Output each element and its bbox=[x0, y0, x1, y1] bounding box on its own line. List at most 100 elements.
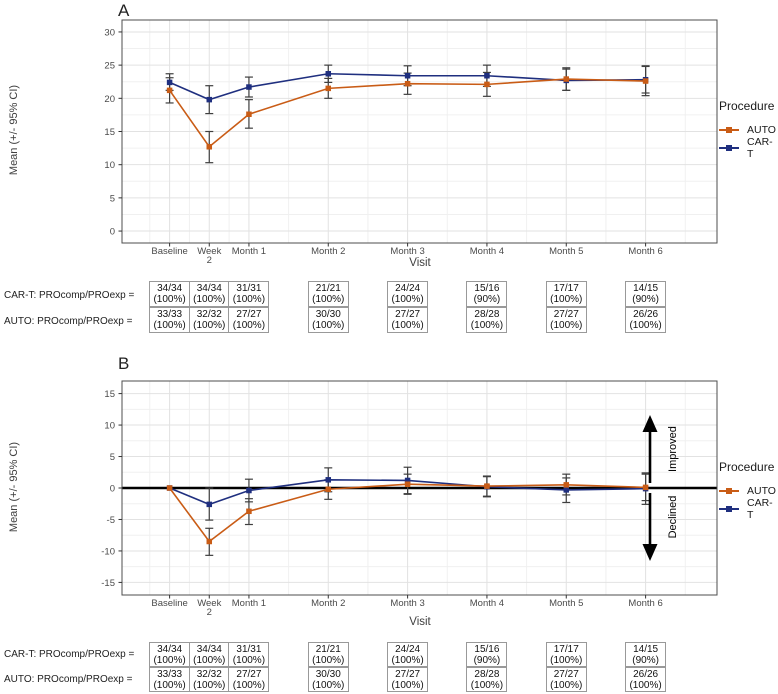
completion-percent: (100%) bbox=[193, 680, 226, 691]
x-tick-label: Month 6 bbox=[628, 246, 662, 257]
completion-cell: 32/32 (100%) bbox=[188, 307, 230, 333]
y-tick-label: -5 bbox=[107, 515, 115, 526]
x-tick-label: Month 3 bbox=[390, 246, 424, 257]
auto-line-marker-icon bbox=[719, 487, 739, 495]
completion-percent: (100%) bbox=[232, 655, 266, 666]
completion-percent: (100%) bbox=[391, 294, 424, 305]
data-point-cart bbox=[404, 477, 411, 484]
auto-line-marker-icon bbox=[719, 126, 739, 134]
completion-cell: 28/28 (100%) bbox=[466, 667, 508, 692]
declined-annotation-label: Declined bbox=[667, 495, 679, 539]
legend-item-cart: CAR-T bbox=[719, 497, 778, 521]
data-point-cart bbox=[166, 79, 173, 86]
completion-fraction: 32/32 bbox=[196, 669, 222, 680]
x-tick-label: Week bbox=[197, 246, 221, 257]
declined-arrow-head bbox=[642, 544, 658, 561]
completion-percent: (100%) bbox=[391, 320, 424, 331]
completion-cell: 30/30 (100%) bbox=[307, 667, 349, 692]
completion-percent: (90%) bbox=[632, 294, 659, 305]
data-point-auto bbox=[166, 485, 173, 491]
completion-fraction: 31/31 bbox=[236, 283, 262, 294]
completion-cell: 21/21 (100%) bbox=[307, 281, 349, 307]
table-row-label-auto: AUTO: PROcomp/PROexp = bbox=[4, 674, 133, 685]
completion-cell: 34/34 (100%) bbox=[188, 281, 230, 307]
completion-percent: (100%) bbox=[193, 294, 226, 305]
completion-percent: (100%) bbox=[153, 294, 186, 305]
completion-fraction: 17/17 bbox=[553, 644, 579, 655]
data-point-auto bbox=[642, 78, 649, 84]
x-tick-label: Month 4 bbox=[470, 246, 504, 257]
x-tick-label: Month 1 bbox=[232, 246, 266, 257]
completion-fraction: 14/15 bbox=[633, 644, 659, 655]
completion-percent: (100%) bbox=[550, 320, 583, 331]
completion-percent: (100%) bbox=[470, 320, 504, 331]
improved-arrow-head bbox=[642, 415, 658, 432]
panel-b-y-axis-title: Mean (+/- 95% CI) bbox=[8, 441, 20, 533]
completion-fraction: 33/33 bbox=[157, 669, 183, 680]
legend-title: Procedure bbox=[719, 460, 775, 474]
data-point-auto bbox=[206, 538, 213, 545]
x-tick-label: 2 bbox=[207, 255, 212, 266]
y-tick-label: 0 bbox=[110, 227, 115, 238]
completion-fraction: 27/27 bbox=[553, 669, 579, 680]
data-point-cart bbox=[325, 477, 332, 483]
data-point-cart bbox=[206, 501, 213, 508]
panel-b-legend: Procedure AUTO CAR-T bbox=[719, 460, 778, 521]
x-tick-label: Month 2 bbox=[311, 246, 345, 257]
completion-percent: (100%) bbox=[232, 680, 266, 691]
series-line-cart bbox=[169, 479, 646, 506]
completion-fraction: 27/27 bbox=[236, 309, 262, 320]
x-tick-label: Month 6 bbox=[628, 598, 662, 609]
legend-label-cart: CAR-T bbox=[747, 497, 773, 521]
completion-cell: 17/17 (100%) bbox=[545, 281, 587, 307]
completion-cell: 31/31 (100%) bbox=[228, 642, 270, 667]
completion-cell: 21/21 (100%) bbox=[307, 642, 349, 667]
y-tick-label: 25 bbox=[104, 61, 115, 72]
completion-cell: 15/16 (90%) bbox=[466, 642, 508, 667]
completion-fraction: 34/34 bbox=[196, 644, 222, 655]
data-point-cart bbox=[563, 487, 570, 493]
completion-fraction: 34/34 bbox=[196, 283, 222, 294]
x-tick-label: Month 5 bbox=[549, 598, 583, 609]
y-tick-label: 0 bbox=[110, 484, 115, 495]
legend-item-auto: AUTO bbox=[719, 482, 778, 500]
completion-percent: (100%) bbox=[550, 294, 583, 305]
y-tick-label: 10 bbox=[104, 421, 115, 432]
data-point-auto bbox=[484, 81, 490, 88]
completion-percent: (90%) bbox=[473, 655, 501, 666]
data-point-cart bbox=[206, 96, 213, 103]
data-point-cart bbox=[325, 71, 332, 77]
completion-fraction: 24/24 bbox=[395, 283, 421, 294]
completion-cell: 27/27 (100%) bbox=[545, 307, 587, 333]
y-tick-label: 30 bbox=[104, 27, 115, 38]
cart-line-marker-icon bbox=[719, 505, 739, 513]
y-tick-label: 5 bbox=[110, 193, 115, 204]
y-tick-label: -15 bbox=[101, 578, 115, 589]
x-tick-label: Month 4 bbox=[470, 598, 504, 609]
y-tick-label: 15 bbox=[104, 127, 115, 138]
legend-label-auto: AUTO bbox=[747, 124, 776, 136]
x-tick-label: Week bbox=[197, 598, 221, 609]
completion-percent: (100%) bbox=[312, 294, 345, 305]
x-tick-label: Month 2 bbox=[311, 598, 345, 609]
data-point-auto bbox=[404, 481, 411, 487]
data-point-cart bbox=[246, 84, 252, 90]
completion-cell: 32/32 (100%) bbox=[188, 667, 230, 692]
legend-label-cart: CAR-T bbox=[747, 136, 773, 160]
completion-fraction: 31/31 bbox=[236, 644, 262, 655]
completion-percent: (100%) bbox=[312, 655, 345, 666]
completion-cell: 28/28 (100%) bbox=[466, 307, 508, 333]
completion-cell: 24/24 (100%) bbox=[387, 281, 429, 307]
data-point-auto bbox=[206, 144, 213, 150]
data-point-auto bbox=[642, 484, 649, 491]
completion-fraction: 32/32 bbox=[196, 309, 222, 320]
completion-cell: 14/15 (90%) bbox=[625, 281, 667, 307]
completion-percent: (100%) bbox=[629, 320, 662, 331]
completion-percent: (100%) bbox=[193, 320, 226, 331]
completion-fraction: 17/17 bbox=[553, 283, 579, 294]
data-point-auto bbox=[166, 87, 173, 94]
data-point-auto bbox=[484, 483, 490, 489]
x-tick-label: 2 bbox=[207, 607, 212, 618]
